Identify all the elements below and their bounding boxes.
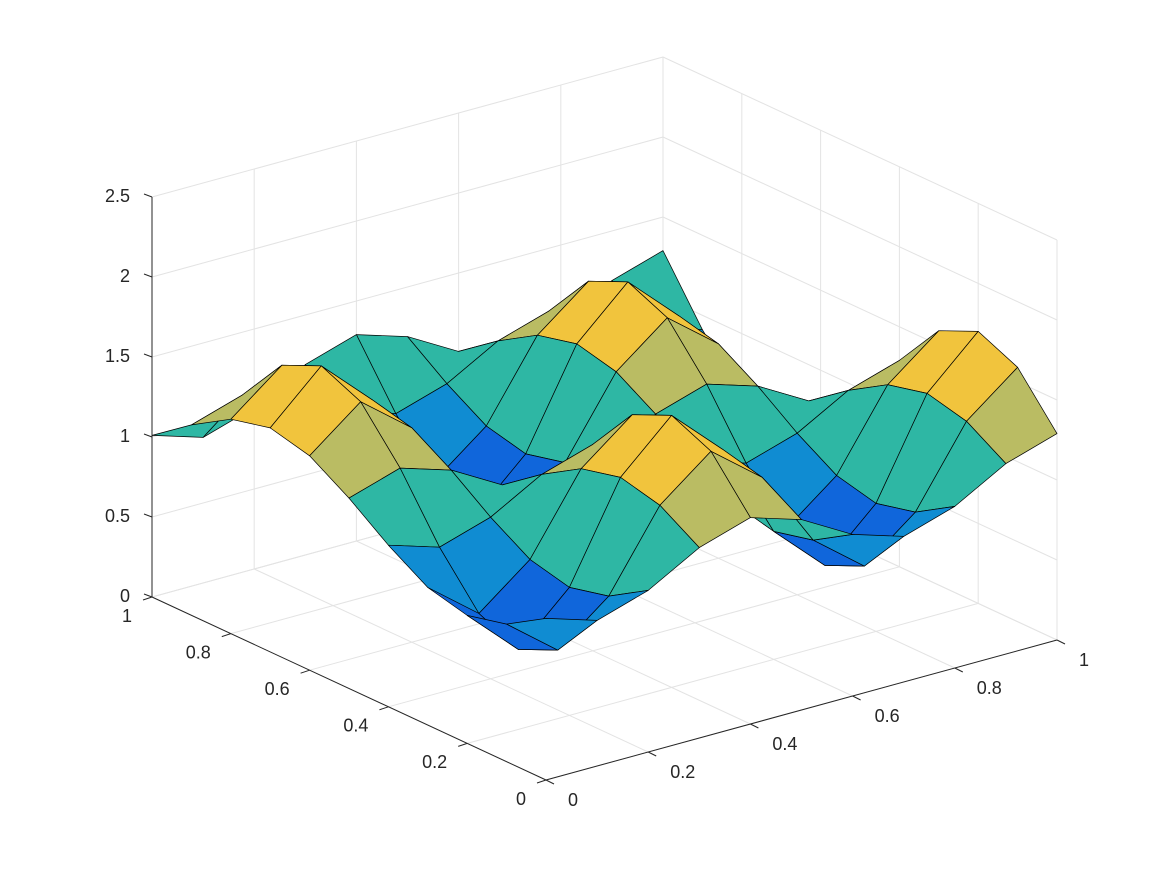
z-tick-label: 0 [120, 586, 130, 606]
y-tick-label: 0.6 [265, 679, 290, 699]
tick [536, 779, 547, 784]
z-tick-label: 1 [120, 426, 130, 446]
x-axis [545, 639, 1058, 781]
y-tick-label: 1 [122, 606, 132, 626]
y-axis [151, 596, 547, 781]
x-tick-label: 0 [568, 790, 578, 810]
tick [1056, 639, 1066, 645]
y-tick-label: 0.4 [343, 716, 368, 736]
tick [143, 513, 153, 518]
grid-line [151, 216, 664, 358]
y-tick-label: 0 [516, 789, 526, 809]
axes-layer [142, 193, 1066, 785]
x-tick-label: 0.8 [977, 678, 1002, 698]
x-tick-label: 0.6 [875, 706, 900, 726]
z-tick-label: 2 [120, 266, 130, 286]
tick [458, 742, 468, 747]
grid-line [467, 602, 979, 744]
z-tick-label: 1.5 [105, 346, 130, 366]
tick [143, 433, 153, 438]
y-tick-label: 0.2 [422, 752, 447, 772]
x-tick-label: 0.2 [670, 762, 695, 782]
tick [852, 695, 861, 701]
tick [221, 633, 231, 638]
grid-line [151, 136, 664, 278]
grid-line [662, 56, 1058, 241]
tick [300, 669, 310, 674]
z-tick-label: 2.5 [105, 186, 130, 206]
grid-line [253, 568, 649, 753]
tick [143, 273, 153, 278]
tick [142, 596, 153, 601]
grid-line [388, 566, 900, 708]
tick [143, 593, 153, 598]
tick [647, 751, 657, 757]
tick [750, 723, 759, 729]
x-tick-label: 1 [1079, 650, 1089, 670]
tick [143, 193, 153, 198]
y-tick-label: 0.8 [186, 642, 211, 662]
z-tick-label: 0.5 [105, 506, 130, 526]
tick [954, 667, 964, 673]
grid-line [151, 56, 664, 198]
x-tick-label: 0.4 [772, 734, 797, 754]
tick [143, 353, 153, 358]
tick [379, 706, 389, 711]
surface-patch [506, 618, 598, 651]
grid-line [662, 136, 1058, 321]
tick [545, 779, 555, 785]
surface [151, 250, 1058, 651]
